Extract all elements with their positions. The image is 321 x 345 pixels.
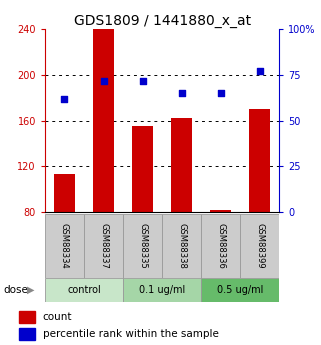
Text: GSM88399: GSM88399 [255, 223, 264, 269]
Bar [171, 118, 192, 212]
Bar [201, 214, 240, 278]
Bar [45, 214, 84, 278]
Title: GDS1809 / 1441880_x_at: GDS1809 / 1441880_x_at [74, 14, 251, 28]
Text: GSM88336: GSM88336 [216, 223, 225, 269]
Bar [19, 328, 35, 340]
Bar [93, 29, 114, 212]
Text: dose: dose [3, 285, 28, 295]
Text: GSM88334: GSM88334 [60, 223, 69, 269]
Text: control: control [67, 285, 101, 295]
Text: 0.5 ug/ml: 0.5 ug/ml [217, 285, 264, 295]
Bar [249, 109, 271, 212]
Bar [54, 175, 75, 212]
Bar [123, 278, 201, 302]
Point [101, 78, 106, 83]
Bar [132, 127, 153, 212]
Text: count: count [43, 312, 72, 322]
Bar [162, 214, 201, 278]
Point [179, 90, 184, 96]
Text: GSM88338: GSM88338 [177, 223, 186, 269]
Bar [210, 210, 231, 212]
Bar [19, 310, 35, 323]
Bar [123, 214, 162, 278]
Text: ▶: ▶ [27, 285, 34, 295]
Bar [240, 214, 279, 278]
Text: GSM88337: GSM88337 [99, 223, 108, 269]
Point [257, 69, 262, 74]
Point [62, 96, 67, 101]
Point [218, 90, 223, 96]
Bar [201, 278, 279, 302]
Bar [84, 214, 123, 278]
Point [140, 78, 145, 83]
Bar [45, 278, 123, 302]
Text: 0.1 ug/ml: 0.1 ug/ml [139, 285, 185, 295]
Text: percentile rank within the sample: percentile rank within the sample [43, 329, 219, 339]
Text: GSM88335: GSM88335 [138, 223, 147, 269]
